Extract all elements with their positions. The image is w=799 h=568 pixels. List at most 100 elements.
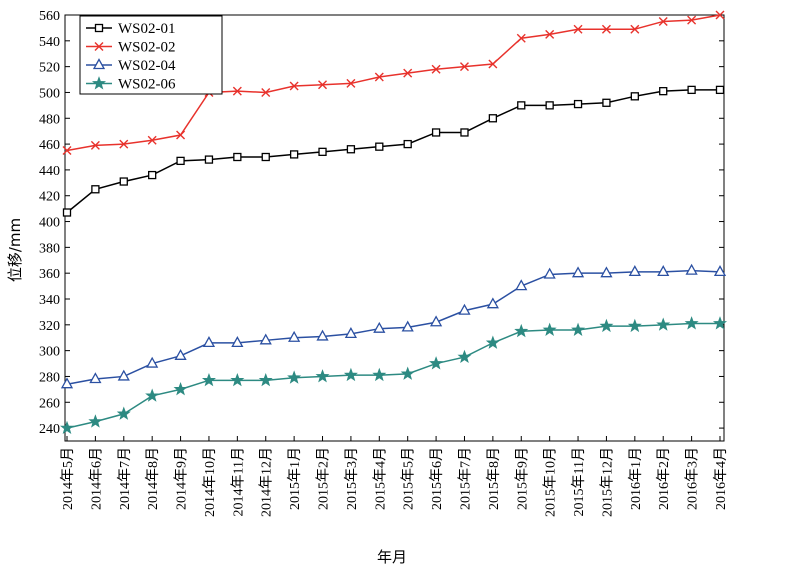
- data-point: [628, 265, 641, 277]
- legend-label: WS02-01: [118, 21, 176, 37]
- data-point: [230, 372, 245, 387]
- series-line: [66, 89, 720, 214]
- series-layer: [59, 10, 728, 435]
- data-point: [516, 33, 526, 43]
- data-point: [459, 62, 469, 72]
- data-point: [545, 101, 554, 110]
- data-point: [517, 101, 526, 110]
- data-point: [488, 59, 498, 69]
- x-tick-label: 2015年9月: [514, 447, 530, 510]
- y-tick-label: 480: [39, 112, 60, 127]
- data-point: [457, 349, 472, 364]
- data-point: [174, 348, 187, 360]
- data-point: [599, 318, 614, 333]
- data-point: [147, 135, 157, 145]
- data-point: [713, 265, 727, 277]
- data-point: [545, 29, 555, 39]
- x-tick-label: 2015年4月: [372, 447, 388, 510]
- x-tick-label: 2015年11月: [571, 447, 587, 516]
- data-point: [485, 335, 500, 349]
- data-point: [259, 333, 272, 345]
- data-point: [602, 98, 611, 107]
- data-point: [346, 78, 356, 88]
- data-point: [515, 279, 528, 291]
- x-axis: 2014年5月 2014年6月 2014年7月 2014年8月 2014年9月 2014年…: [60, 436, 729, 517]
- data-point: [231, 336, 244, 348]
- data-point: [630, 24, 640, 34]
- legend-label: WS02-06: [118, 77, 176, 93]
- data-point: [486, 297, 499, 309]
- data-point: [318, 80, 328, 90]
- data-point: [514, 323, 529, 338]
- y-axis: 240 260 280 300 320 340 360 380 400 420 440 460 480 5…: [39, 9, 724, 437]
- data-point: [91, 185, 100, 194]
- x-tick-label: 2015年7月: [457, 447, 473, 510]
- data-point: [375, 142, 384, 151]
- y-tick-label: 360: [39, 267, 60, 282]
- data-point: [176, 156, 185, 166]
- data-point: [316, 329, 329, 341]
- data-point: [571, 266, 585, 278]
- data-point: [374, 72, 384, 82]
- data-point: [119, 177, 128, 186]
- data-point: [146, 356, 159, 368]
- data-point: [684, 316, 699, 330]
- data-point: [429, 356, 444, 370]
- x-tick-label: 2014年9月: [174, 447, 190, 510]
- series-ws02-01: [62, 85, 725, 217]
- data-point: [289, 81, 299, 91]
- x-tick-label: 2015年12月: [599, 447, 615, 517]
- y-tick-label: 540: [39, 35, 60, 50]
- x-tick-label: 2015年5月: [401, 447, 417, 510]
- data-point: [119, 139, 129, 149]
- data-point: [94, 42, 104, 51]
- data-point: [573, 99, 583, 109]
- x-tick-label: 2014年5月: [60, 447, 76, 510]
- data-point: [543, 267, 556, 279]
- data-point: [59, 420, 75, 435]
- data-point: [88, 414, 103, 428]
- data-point: [261, 87, 271, 97]
- data-point: [687, 15, 697, 25]
- x-tick-label: 2015年2月: [316, 447, 332, 510]
- data-point: [431, 64, 441, 74]
- x-tick-label: 2016年1月: [628, 447, 644, 510]
- x-tick-label: 2014年7月: [117, 447, 133, 510]
- data-point: [715, 10, 725, 20]
- data-point: [659, 87, 668, 96]
- x-tick-label: 2016年3月: [685, 447, 701, 510]
- y-tick-label: 440: [39, 164, 60, 179]
- data-point: [372, 367, 387, 382]
- legend-entry: WS02-04: [86, 58, 176, 74]
- legend-entry: WS02-01: [86, 21, 176, 37]
- series-ws02-04: [60, 263, 727, 389]
- series-ws02-02: [62, 10, 725, 156]
- data-point: [400, 366, 415, 380]
- legend-label: WS02-04: [118, 58, 176, 74]
- data-point: [89, 372, 102, 384]
- x-tick-label: 2014年8月: [145, 447, 161, 510]
- data-point: [712, 316, 728, 330]
- data-point: [627, 318, 642, 333]
- plot-border: [64, 14, 725, 442]
- data-point: [289, 150, 299, 159]
- y-tick-label: 380: [39, 241, 60, 256]
- x-axis-label: 年月: [377, 548, 407, 566]
- data-point: [656, 317, 671, 331]
- data-point: [62, 208, 72, 217]
- y-tick-label: 260: [39, 396, 60, 411]
- data-point: [60, 377, 74, 389]
- data-point: [288, 330, 301, 342]
- series-line: [66, 14, 721, 152]
- data-point: [542, 322, 557, 336]
- data-point: [315, 369, 330, 383]
- data-point: [94, 23, 104, 33]
- x-tick-label: 2016年2月: [656, 447, 672, 510]
- data-point: [261, 152, 270, 162]
- data-point: [630, 92, 639, 101]
- x-tick-label: 2014年11月: [230, 447, 246, 516]
- data-point: [403, 68, 413, 78]
- x-tick-label: 2016年4月: [713, 447, 729, 510]
- data-point: [715, 85, 725, 95]
